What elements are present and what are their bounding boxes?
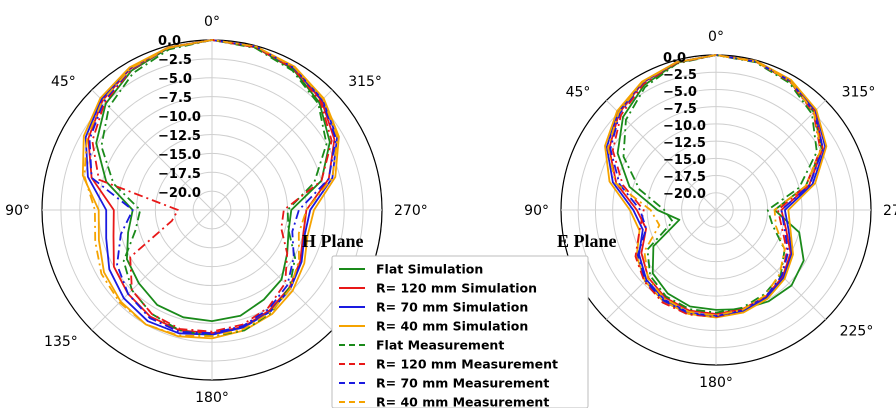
radial-grid-line xyxy=(606,100,717,211)
angle-label: 315° xyxy=(842,84,876,100)
legend-label: R= 120 mm Measurement xyxy=(376,357,558,372)
legend-label: R= 40 mm Simulation xyxy=(376,319,528,334)
radial-tick-label: −10.0 xyxy=(158,110,201,125)
radial-tick-label: −2.5 xyxy=(158,53,192,68)
radial-grid-line xyxy=(211,89,333,211)
series-line xyxy=(84,39,338,336)
radial-tick-label: −12.5 xyxy=(663,136,706,151)
series-line xyxy=(622,54,818,314)
angle-label: 180° xyxy=(195,390,229,406)
legend-label: R= 70 mm Measurement xyxy=(376,376,549,391)
series-line xyxy=(87,39,336,335)
angle-label: 0° xyxy=(708,29,724,45)
series-line xyxy=(91,39,333,333)
angle-label: 270° xyxy=(883,203,896,219)
radial-tick-label: −12.5 xyxy=(158,129,201,144)
radial-tick-label: −7.5 xyxy=(663,102,697,117)
radial-grid-line xyxy=(606,209,717,320)
series-line xyxy=(616,54,823,311)
angle-label: 0° xyxy=(204,14,220,30)
plane-title: E Plane xyxy=(557,231,617,251)
legend-box xyxy=(331,255,589,408)
radial-tick-label: −2.5 xyxy=(663,68,697,83)
series-line xyxy=(607,54,822,317)
h-plane-polar-chart: 0.0 −2.5 −5.0 −7.5 −10.0 −12.5 −15.0 −17.5 −20.0… xyxy=(5,14,428,406)
angle-label: 90° xyxy=(524,203,549,219)
legend-label: R= 120 mm Simulation xyxy=(376,281,537,296)
series-line xyxy=(83,39,339,338)
angle-label: 315° xyxy=(348,74,382,90)
e-plane-polar-chart: 0.0 −2.5 −5.0 −7.5 −10.0 −12.5 −15.0 −17.5 −20.0… xyxy=(524,29,896,391)
radial-tick-label: −20.0 xyxy=(663,187,706,202)
angle-label: 90° xyxy=(5,203,30,219)
angle-label: 45° xyxy=(51,74,76,90)
plane-title: H Plane xyxy=(302,231,364,251)
series-line xyxy=(88,39,337,335)
radial-tick-label: −5.0 xyxy=(158,72,192,87)
legend-label: Flat Simulation xyxy=(376,262,483,277)
radial-grid-line xyxy=(91,209,213,331)
radial-tick-label: −15.0 xyxy=(158,148,201,163)
angle-label: 45° xyxy=(566,84,591,100)
radial-grid-line xyxy=(715,100,826,211)
angle-label: 225° xyxy=(840,324,874,340)
legend-label: Flat Measurement xyxy=(376,338,504,353)
series-line xyxy=(81,39,340,340)
radial-grid-line xyxy=(91,89,213,211)
radial-tick-label: −15.0 xyxy=(663,153,706,168)
angle-label: 180° xyxy=(699,375,733,391)
radial-tick-label: 0.0 xyxy=(158,34,181,49)
radial-tick-label: 0.0 xyxy=(663,51,686,66)
radial-tick-label: −17.5 xyxy=(663,170,706,185)
radial-tick-label: −17.5 xyxy=(158,167,201,182)
legend: Flat Simulation R= 120 mm Simulation R= 70… xyxy=(331,255,589,408)
series-line xyxy=(608,54,824,315)
radial-tick-label: −5.0 xyxy=(663,85,697,100)
radial-grid-line xyxy=(715,209,826,320)
angle-label: 135° xyxy=(44,334,78,350)
radial-tick-label: −20.0 xyxy=(158,186,201,201)
series-line xyxy=(95,39,331,322)
angle-label: 270° xyxy=(394,203,428,219)
radial-tick-label: −7.5 xyxy=(158,91,192,106)
radial-tick-label: −10.0 xyxy=(663,119,706,134)
radial-grid-line xyxy=(211,209,333,331)
legend-label: R= 70 mm Simulation xyxy=(376,300,528,315)
legend-label: R= 40 mm Measurement xyxy=(376,395,549,408)
series-line xyxy=(609,54,824,317)
